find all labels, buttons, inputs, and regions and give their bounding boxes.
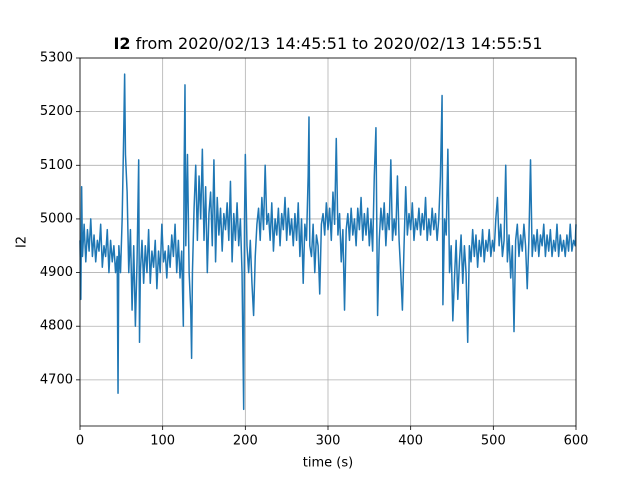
title-rest: from 2020/02/13 14:45:51 to 2020/02/13 1… bbox=[136, 34, 543, 53]
chart-title: I2 from 2020/02/13 14:45:51 to 2020/02/1… bbox=[113, 34, 542, 53]
x-tick-label: 0 bbox=[76, 434, 84, 449]
y-tick-label: 4900 bbox=[40, 265, 73, 280]
x-tick-label: 300 bbox=[316, 434, 341, 449]
x-tick-label: 200 bbox=[233, 434, 258, 449]
data-line bbox=[79, 73, 577, 411]
y-tick-label: 4800 bbox=[40, 319, 73, 334]
x-tick-label: 100 bbox=[150, 434, 175, 449]
y-tick-label: 5000 bbox=[40, 211, 73, 226]
y-tick-label: 5300 bbox=[40, 51, 73, 66]
y-axis-label: I2 bbox=[15, 236, 30, 248]
y-tick-label: 5100 bbox=[40, 158, 73, 173]
x-tick-label: 600 bbox=[564, 434, 589, 449]
plot-frame bbox=[79, 57, 577, 427]
x-tick-label: 400 bbox=[398, 434, 423, 449]
x-tick-label: 500 bbox=[481, 434, 506, 449]
title-bold: I2 bbox=[113, 34, 130, 53]
y-tick-label: 5200 bbox=[40, 104, 73, 119]
y-tick-label: 4700 bbox=[40, 372, 73, 387]
x-axis-label: time (s) bbox=[303, 456, 353, 471]
